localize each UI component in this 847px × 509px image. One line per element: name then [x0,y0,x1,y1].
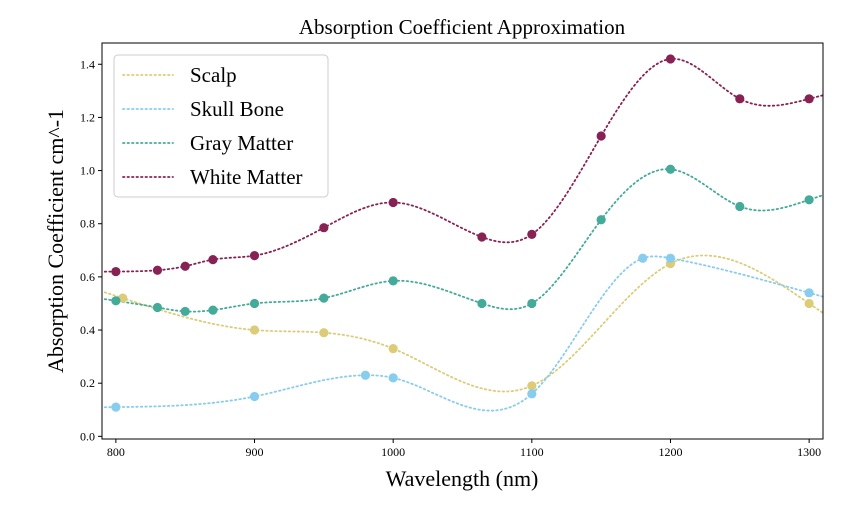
data-point-3-2 [180,261,190,271]
data-point-0-2 [319,328,329,338]
data-point-2-11 [735,201,745,212]
y-tick-label: 0.8 [80,217,95,231]
data-point-3-3 [208,255,218,265]
x-tick-label: 1200 [658,445,682,459]
data-point-3-4 [249,251,260,261]
data-point-2-12 [804,195,814,205]
x-tick-label: 900 [246,445,264,459]
x-tick-label: 1100 [520,445,544,459]
data-point-1-3 [388,373,398,383]
data-point-2-0 [111,296,121,306]
x-tick-label: 800 [107,445,125,459]
data-point-3-8 [527,229,537,239]
legend-box [113,54,329,198]
data-point-0-3 [388,344,398,354]
chart-title: Absorption Coefficient Approximation [299,15,626,39]
data-point-3-12 [804,94,814,104]
data-point-3-10 [665,54,676,64]
data-point-2-3 [208,305,218,315]
series-line-3 [103,57,824,273]
series-line-1 [103,255,824,412]
data-point-2-10 [665,164,676,174]
data-point-2-9 [596,215,606,225]
data-point-3-5 [319,223,329,233]
data-point-2-1 [152,302,163,313]
data-point-3-1 [152,265,163,275]
y-tick-label: 1.4 [80,57,95,71]
data-point-3-0 [111,266,121,277]
series-line-0 [103,254,824,393]
data-point-0-0 [118,293,128,303]
data-point-2-5 [319,293,329,303]
y-tick-label: 0.4 [80,323,95,337]
x-tick-label: 1300 [797,445,821,459]
y-tick-label: 0.6 [80,270,95,284]
x-axis-ticks: 800 900 1000 1100 1200 1300 [107,439,821,459]
x-axis-label: Wavelength (nm) [386,466,539,491]
data-point-0-1 [249,325,260,335]
y-tick-label: 0.2 [80,376,95,390]
data-point-3-9 [596,131,606,141]
plot-frame [101,42,824,440]
legend-label-2: Gray Matter [190,131,293,155]
data-point-0-6 [804,298,814,309]
legend-label-0: Scalp [190,63,237,87]
data-point-2-6 [388,276,398,286]
series-curves [103,57,824,412]
y-axis-label: Absorption Coefficient cm^-1 [43,109,68,373]
x-tick-label: 1000 [381,445,405,459]
data-point-2-4 [249,298,260,309]
data-point-2-7 [477,298,487,309]
data-point-1-0 [111,402,121,412]
y-tick-label: 1.0 [80,164,95,178]
legend-label-3: White Matter [190,165,303,189]
data-point-1-5 [638,253,648,263]
y-tick-label: 1.2 [80,110,95,124]
series-line-2 [103,168,824,313]
legend-label-1: Skull Bone [190,97,284,121]
series-markers [111,54,814,412]
data-point-3-7 [477,232,487,242]
y-axis-ticks: 0.0 0.2 0.4 0.6 0.8 1.0 1.2 1.4 [80,57,102,443]
data-point-1-1 [249,391,260,402]
data-point-1-2 [360,370,371,380]
legend: Scalp Skull Bone Gray Matter White Matter [113,54,329,198]
data-point-1-4 [527,389,537,399]
data-point-1-6 [665,253,676,263]
data-point-2-2 [180,306,190,317]
data-point-1-7 [804,288,814,298]
data-point-0-4 [527,381,537,391]
data-point-2-8 [527,298,537,309]
data-point-3-11 [735,94,745,104]
data-point-3-6 [388,197,398,208]
y-tick-label: 0.0 [80,429,95,443]
